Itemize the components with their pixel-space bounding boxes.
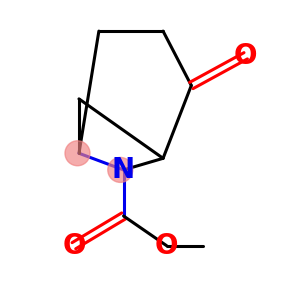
Circle shape: [65, 141, 90, 166]
Circle shape: [108, 158, 133, 182]
Text: O: O: [234, 42, 257, 70]
Text: N: N: [112, 156, 135, 184]
Text: O: O: [62, 232, 86, 260]
Text: O: O: [155, 232, 178, 260]
